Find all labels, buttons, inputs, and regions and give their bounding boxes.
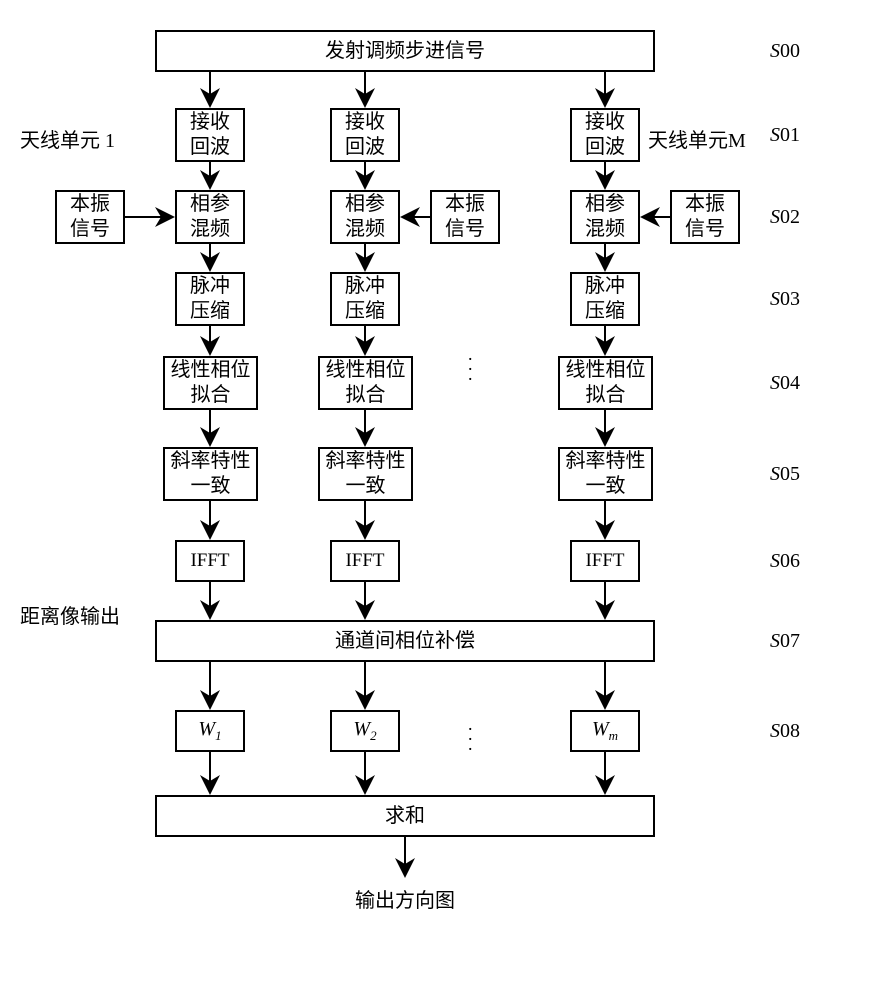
vdots-2: ... bbox=[468, 720, 473, 750]
box-lo-2: 本振信号 bbox=[430, 190, 500, 244]
txt-recv-3: 接收回波 bbox=[585, 110, 625, 160]
box-phase: 通道间相位补偿 bbox=[155, 620, 655, 662]
box-pc-1: 脉冲压缩 bbox=[175, 272, 245, 326]
box-lpf-2: 线性相位拟合 bbox=[318, 356, 413, 410]
box-lo-3: 本振信号 bbox=[670, 190, 740, 244]
box-mix-2: 相参混频 bbox=[330, 190, 400, 244]
slabel-s04: S04 bbox=[770, 372, 800, 395]
box-recv-1: 接收回波 bbox=[175, 108, 245, 162]
txt-s00: 发射调频步进信号 bbox=[325, 39, 485, 64]
label-antM: 天线单元M bbox=[648, 124, 746, 153]
vdots-1: ... bbox=[468, 350, 473, 380]
txt-recv-2: 接收回波 bbox=[345, 110, 385, 160]
slabel-s00: S00 bbox=[770, 40, 800, 63]
box-s00-transmit: 发射调频步进信号 bbox=[155, 30, 655, 72]
box-slope-2: 斜率特性一致 bbox=[318, 447, 413, 501]
box-ifft-3: IFFT bbox=[570, 540, 640, 582]
box-slope-3: 斜率特性一致 bbox=[558, 447, 653, 501]
slabel-s01: S01 bbox=[770, 124, 800, 147]
box-sum: 求和 bbox=[155, 795, 655, 837]
slabel-s07: S07 bbox=[770, 630, 800, 653]
box-pc-2: 脉冲压缩 bbox=[330, 272, 400, 326]
box-w1: W1 bbox=[175, 710, 245, 752]
box-recv-3: 接收回波 bbox=[570, 108, 640, 162]
label-output: 输出方向图 bbox=[355, 884, 455, 913]
box-mix-3: 相参混频 bbox=[570, 190, 640, 244]
box-lpf-1: 线性相位拟合 bbox=[163, 356, 258, 410]
txt-recv-1: 接收回波 bbox=[190, 110, 230, 160]
box-lpf-3: 线性相位拟合 bbox=[558, 356, 653, 410]
slabel-s06: S06 bbox=[770, 550, 800, 573]
label-range: 距离像输出 bbox=[20, 600, 120, 629]
box-ifft-1: IFFT bbox=[175, 540, 245, 582]
slabel-s03: S03 bbox=[770, 288, 800, 311]
label-ant1: 天线单元 1 bbox=[20, 124, 115, 153]
box-recv-2: 接收回波 bbox=[330, 108, 400, 162]
box-pc-3: 脉冲压缩 bbox=[570, 272, 640, 326]
box-mix-1: 相参混频 bbox=[175, 190, 245, 244]
box-wm: Wm bbox=[570, 710, 640, 752]
box-ifft-2: IFFT bbox=[330, 540, 400, 582]
slabel-s02: S02 bbox=[770, 206, 800, 229]
box-w2: W2 bbox=[330, 710, 400, 752]
slabel-s08: S08 bbox=[770, 720, 800, 743]
slabel-s05: S05 bbox=[770, 463, 800, 486]
box-lo-1: 本振信号 bbox=[55, 190, 125, 244]
box-slope-1: 斜率特性一致 bbox=[163, 447, 258, 501]
